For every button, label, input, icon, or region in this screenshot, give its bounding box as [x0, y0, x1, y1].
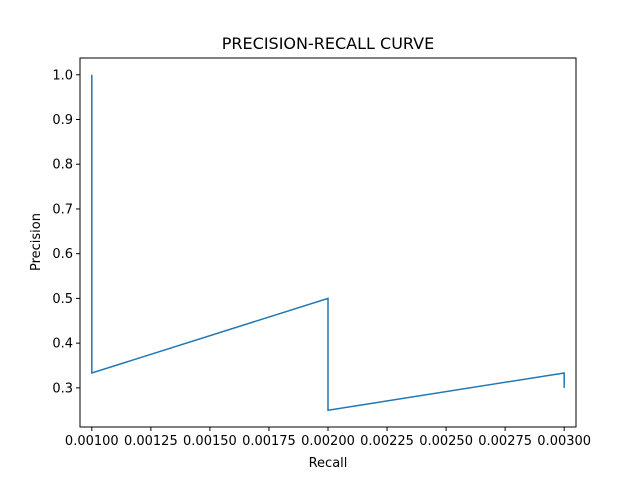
y-axis-label: Precision — [29, 213, 44, 271]
x-axis-ticks: 0.00100 0.00125 0.00150 0.00175 0.00200 0.002… — [65, 427, 591, 449]
x-axis-label: Recall — [309, 456, 348, 471]
x-tick-label: 0.00100 — [65, 434, 119, 449]
x-tick-label: 0.00125 — [124, 434, 178, 449]
x-tick-label: 0.00300 — [537, 434, 591, 449]
x-tick-label: 0.00250 — [419, 434, 473, 449]
x-tick-label: 0.00225 — [360, 434, 414, 449]
y-tick-label: 0.6 — [52, 247, 73, 262]
series-line — [91, 74, 565, 412]
y-tick-label: 0.8 — [52, 158, 73, 173]
x-tick-label: 0.00275 — [478, 434, 532, 449]
x-tick-label: 0.00150 — [183, 434, 237, 449]
y-tick-label: 1.0 — [52, 68, 73, 83]
x-tick-label: 0.00175 — [242, 434, 296, 449]
y-tick-label: 0.5 — [52, 292, 73, 307]
plot-area — [91, 74, 565, 412]
y-tick-label: 0.4 — [52, 337, 73, 352]
y-tick-label: 0.7 — [52, 202, 73, 217]
y-tick-label: 0.9 — [52, 113, 73, 128]
y-tick-label: 0.3 — [52, 381, 73, 396]
x-tick-label: 0.00200 — [301, 434, 355, 449]
axes-frame — [79, 57, 577, 428]
chart-title: PRECISION-RECALL CURVE — [222, 34, 434, 53]
y-axis-ticks: 0.3 0.4 0.5 0.6 0.7 0.8 0.9 1.0 — [52, 68, 80, 396]
